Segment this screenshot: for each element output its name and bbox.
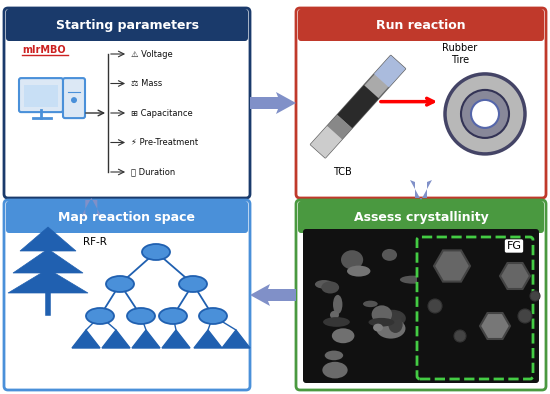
Ellipse shape [383,312,403,320]
Text: TCB: TCB [333,167,351,177]
Ellipse shape [159,308,187,324]
Ellipse shape [388,316,403,333]
Text: RF-R: RF-R [83,237,107,247]
Ellipse shape [127,308,155,324]
Ellipse shape [379,310,406,327]
Polygon shape [500,263,530,289]
Polygon shape [194,330,222,348]
Ellipse shape [199,308,227,324]
Ellipse shape [142,244,170,260]
Polygon shape [374,56,405,87]
Ellipse shape [86,308,114,324]
Polygon shape [337,85,379,128]
Polygon shape [72,330,100,348]
Polygon shape [222,330,250,348]
FancyBboxPatch shape [296,200,546,390]
Text: ⚡ Pre-Treatment: ⚡ Pre-Treatment [131,138,198,147]
Text: mlrMBO: mlrMBO [22,45,65,55]
Polygon shape [132,330,160,348]
Bar [9,22,245,35]
Circle shape [428,299,442,313]
FancyBboxPatch shape [417,237,533,379]
Ellipse shape [322,362,348,378]
Text: ⚖ Mass: ⚖ Mass [131,79,162,88]
Ellipse shape [382,249,397,261]
Ellipse shape [323,317,350,327]
FancyBboxPatch shape [298,201,544,233]
FancyBboxPatch shape [296,8,546,198]
FancyArrow shape [80,198,102,218]
Ellipse shape [373,323,383,331]
Text: Assess crystallinity: Assess crystallinity [354,210,488,223]
FancyArrow shape [250,284,296,306]
Ellipse shape [368,318,394,327]
Bar [9,214,245,227]
Polygon shape [327,115,352,139]
Bar [301,22,541,35]
Polygon shape [20,227,76,251]
Ellipse shape [321,281,339,294]
Ellipse shape [333,295,343,314]
Ellipse shape [332,328,354,343]
Text: ⏱ Duration: ⏱ Duration [131,167,175,177]
Text: ⊞ Capacitance: ⊞ Capacitance [131,108,192,117]
Polygon shape [310,126,342,158]
Polygon shape [310,56,405,158]
FancyBboxPatch shape [298,9,544,41]
FancyArrow shape [410,180,432,200]
Ellipse shape [106,276,134,292]
Ellipse shape [347,266,370,277]
Polygon shape [434,251,470,282]
Text: ⚠ Voltage: ⚠ Voltage [131,50,173,58]
Ellipse shape [376,318,405,338]
FancyBboxPatch shape [6,201,248,233]
Ellipse shape [400,276,425,284]
Bar [301,214,541,227]
Ellipse shape [330,311,339,319]
Ellipse shape [324,351,343,360]
FancyBboxPatch shape [4,8,250,198]
Circle shape [461,90,509,138]
Ellipse shape [315,280,333,289]
Bar [24,85,58,107]
FancyArrow shape [250,92,296,114]
Circle shape [471,100,499,128]
Text: Rubber
Tire: Rubber Tire [442,43,477,65]
FancyBboxPatch shape [303,229,539,383]
FancyBboxPatch shape [6,9,248,41]
Circle shape [530,291,540,301]
Ellipse shape [179,276,207,292]
Polygon shape [8,269,88,293]
FancyBboxPatch shape [4,200,250,390]
Polygon shape [480,313,510,339]
Ellipse shape [363,301,378,307]
Circle shape [454,330,466,342]
Text: FG: FG [507,241,521,251]
FancyBboxPatch shape [63,78,85,118]
Circle shape [445,74,525,154]
Text: Starting parameters: Starting parameters [56,19,199,32]
FancyBboxPatch shape [19,78,63,112]
Circle shape [71,97,77,103]
Text: Map reaction space: Map reaction space [58,210,195,223]
Polygon shape [102,330,130,348]
Circle shape [518,309,532,323]
Polygon shape [13,249,83,273]
Polygon shape [162,330,190,348]
Ellipse shape [341,250,363,269]
Ellipse shape [372,305,392,323]
Text: Run reaction: Run reaction [376,19,466,32]
